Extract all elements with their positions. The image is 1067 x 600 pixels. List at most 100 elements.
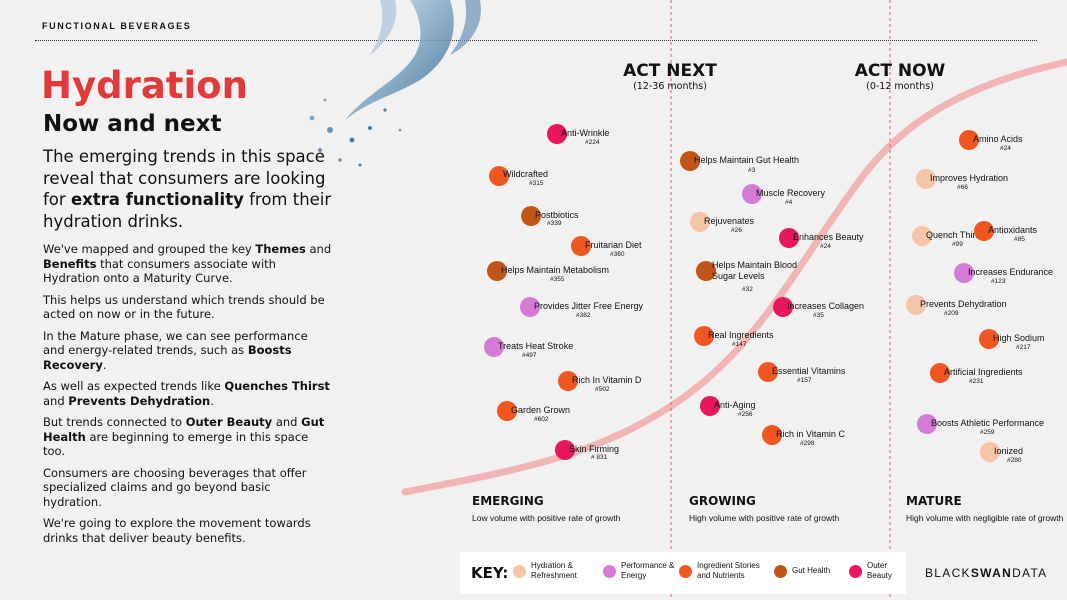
trend-label: Rich in Vitamin C — [776, 429, 845, 439]
trend-dot — [700, 396, 720, 416]
trend-dot — [547, 124, 567, 144]
trend-dot — [489, 166, 509, 186]
trend-label: Skin Firming — [569, 444, 620, 454]
trend-rank: #231 — [969, 378, 984, 385]
trend-rank: #85 — [1014, 236, 1025, 243]
trend-dot — [930, 363, 950, 383]
trend-rank: #298 — [800, 440, 815, 447]
trend-dot — [980, 442, 1000, 462]
stage-growing-desc: High volume with positive rate of growth — [689, 513, 840, 523]
header-divider — [35, 40, 1037, 41]
paragraph-3: In the Mature phase, we can see performa… — [43, 328, 308, 372]
stage-mature: MATURE High volume with negligible rate … — [906, 494, 1063, 523]
trend-dot — [555, 440, 575, 460]
trend-rank: #339 — [547, 220, 562, 227]
trend-label: Muscle Recovery — [756, 188, 826, 198]
trend-label: Rich In Vitamin D — [572, 375, 642, 385]
stage-emerging: EMERGING Low volume with positive rate o… — [472, 494, 620, 523]
trend-label: Enhances Beauty — [793, 232, 864, 242]
legend-title: KEY: — [471, 564, 509, 582]
trend-rank: #99 — [952, 241, 963, 248]
trend-label: Wildcrafted — [503, 169, 549, 179]
trend-rank: #602 — [534, 416, 549, 423]
paragraph-6: Consumers are choosing beverages that of… — [43, 465, 307, 509]
paragraph-2: This helps us understand which trends sh… — [43, 292, 325, 322]
trend-label: Postbiotics — [535, 210, 579, 220]
trend-dot — [954, 263, 974, 283]
legend-label: Performance & Energy — [621, 561, 675, 580]
trend-label: Prevents Dehydration — [920, 299, 1007, 309]
legend-swatch — [774, 565, 787, 578]
trend-dot — [912, 226, 932, 246]
trend-label: Increases Collagen — [787, 301, 865, 311]
trend-dot — [959, 130, 979, 150]
act-now-title: ACT NOW — [854, 61, 946, 81]
trend-rank: #280 — [1007, 457, 1022, 464]
trend-rank: #256 — [738, 411, 753, 418]
trend-dot — [762, 425, 782, 445]
stage-emerging-desc: Low volume with positive rate of growth — [472, 513, 621, 523]
trend-dot — [979, 329, 999, 349]
trend-dot — [680, 151, 700, 171]
trend-dot — [497, 401, 517, 421]
trend-rank: #502 — [595, 386, 610, 393]
trend-rank: #32 — [742, 286, 753, 293]
trend-dot — [917, 414, 937, 434]
legend-swatch — [679, 565, 692, 578]
trend-rank: #355 — [550, 276, 565, 283]
trend-label: High Sodium — [993, 333, 1045, 343]
stage-growing-name: GROWING — [689, 494, 756, 508]
trend-dot — [520, 297, 540, 317]
trend-label: Helps Maintain Blood Sugar Levels — [712, 260, 798, 281]
legend-label: Gut Health — [792, 566, 831, 575]
trend-label: Rejuvenates — [704, 216, 755, 226]
trend-label: Artificial Ingredients — [944, 367, 1023, 377]
paragraph-7: We're going to explore the movement towa… — [43, 516, 311, 545]
trend-dot — [974, 221, 994, 241]
trend-label: Anti-Wrinkle — [561, 128, 610, 138]
trend-rank: #24 — [1000, 145, 1011, 152]
trend-rank: #259 — [980, 429, 995, 436]
trend-dot — [758, 362, 778, 382]
stage-growing: GROWING High volume with positive rate o… — [689, 494, 839, 523]
trend-dot — [742, 184, 762, 204]
trend-dot — [571, 236, 591, 256]
maturity-curve — [401, 58, 1067, 496]
act-now-subtitle: (0-12 months) — [866, 81, 934, 92]
section-header: FUNCTIONAL BEVERAGES — [42, 21, 192, 31]
trend-label: Helps Maintain Gut Health — [694, 155, 800, 165]
legend-swatch — [849, 565, 862, 578]
trend-dot — [906, 295, 926, 315]
trend-rank: # 831 — [591, 454, 608, 461]
trend-label: Improves Hydration — [930, 173, 1009, 183]
trend-label: Helps Maintain Metabolism — [501, 265, 610, 275]
trend-dot — [779, 228, 799, 248]
legend-label: Ingredient Stories and Nutrients — [697, 561, 760, 580]
trend-label: Quench Thirst — [926, 230, 983, 240]
trend-dot — [773, 297, 793, 317]
trend-label: Antioxidants — [988, 225, 1038, 235]
trend-label: Boosts Athletic Performance — [931, 418, 1045, 428]
trend-rank: #382 — [576, 312, 591, 319]
body-text: We've mapped and grouped the key Themes … — [43, 242, 333, 552]
act-next-title: ACT NEXT — [623, 61, 717, 81]
trend-label: Treats Heat Stroke — [498, 341, 574, 351]
legend-swatch — [603, 565, 616, 578]
page-subtitle: Now and next — [43, 111, 222, 137]
trend-rank: #497 — [522, 352, 537, 359]
trend-rank: #360 — [610, 251, 625, 258]
trend-rank: #224 — [585, 139, 600, 146]
trend-rank: #24 — [820, 243, 831, 250]
trend-dot — [487, 261, 507, 281]
trend-dot — [558, 371, 578, 391]
legend-key: KEY: Hydration & Refreshment Performance… — [460, 552, 906, 594]
trend-label: Anti-Aging — [714, 400, 756, 410]
paragraph-4: As well as expected trends like Quenches… — [43, 379, 330, 408]
lead-paragraph: The emerging trends in this space reveal… — [43, 147, 332, 231]
trend-rank: #3 — [748, 167, 756, 174]
trend-label: Real Ingredients — [708, 330, 774, 340]
trend-rank: #315 — [529, 180, 544, 187]
trend-label: Increases Endurance — [968, 267, 1054, 277]
trend-rank: #123 — [991, 278, 1006, 285]
